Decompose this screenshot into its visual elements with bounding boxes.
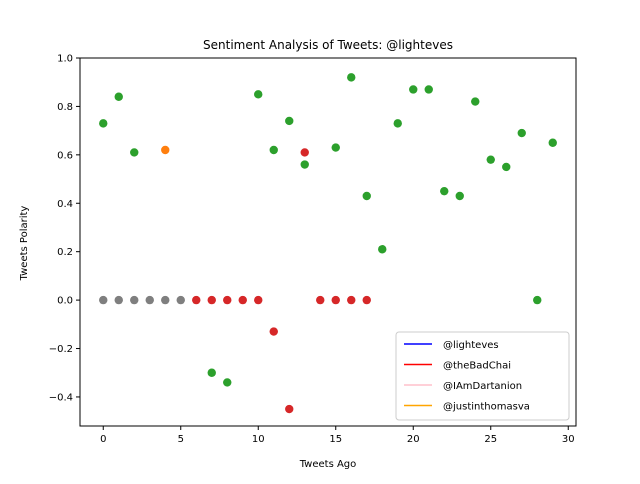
data-point <box>254 90 263 99</box>
data-point <box>99 295 108 305</box>
plot-area <box>99 73 557 414</box>
data-point <box>440 186 449 196</box>
data-point <box>300 148 309 157</box>
plot-frame <box>79 57 577 427</box>
data-point <box>192 295 201 305</box>
data-point <box>99 119 108 128</box>
series-3 <box>99 295 185 305</box>
data-point <box>285 404 294 414</box>
data-point <box>238 295 247 305</box>
y-tick-label: 0.2 <box>57 247 73 258</box>
data-point <box>300 160 309 169</box>
data-point <box>176 295 185 305</box>
data-point <box>409 85 418 94</box>
data-point <box>161 295 170 305</box>
chart-title: Sentiment Analysis of Tweets: @lighteves <box>203 38 453 52</box>
y-tick-label: 0.4 <box>57 199 73 210</box>
legend-label: @IAmDartanion <box>443 381 522 392</box>
y-tick-label: 1.0 <box>57 54 73 65</box>
x-tick-label: 10 <box>252 434 265 445</box>
data-point <box>347 295 356 305</box>
series-0 <box>99 73 557 387</box>
legend-label: @lighteves <box>443 340 499 351</box>
data-point <box>130 295 139 305</box>
y-tick-label: −0.4 <box>49 392 73 403</box>
x-tick-label: 15 <box>329 434 342 445</box>
data-point <box>502 162 511 172</box>
data-point <box>114 295 123 305</box>
y-tick-label: 0.6 <box>57 150 73 161</box>
data-point <box>347 73 356 82</box>
data-point <box>378 245 387 254</box>
data-point <box>393 119 402 128</box>
x-tick-label: 5 <box>178 434 184 445</box>
legend-label: @justinthomasva <box>443 402 530 413</box>
data-point <box>486 155 495 164</box>
y-tick-label: 0.0 <box>57 296 73 307</box>
legend-box <box>395 331 570 421</box>
data-point <box>331 295 340 305</box>
data-point <box>207 295 216 305</box>
data-point <box>424 85 433 94</box>
x-axis-label: Tweets Ago <box>299 459 357 470</box>
x-tick-label: 25 <box>484 434 497 445</box>
y-axis-label: Tweets Polarity <box>19 206 30 282</box>
y-tick-label: 0.8 <box>57 102 73 113</box>
data-point <box>362 191 371 201</box>
data-point <box>517 128 526 138</box>
data-point <box>130 148 139 157</box>
data-point <box>223 378 232 387</box>
data-point <box>455 191 464 201</box>
data-point <box>285 116 294 126</box>
data-point <box>145 295 154 305</box>
x-tick-label: 0 <box>100 434 106 445</box>
data-point <box>269 327 278 336</box>
data-point <box>331 143 340 152</box>
data-point <box>548 138 557 147</box>
legend-label: @theBadChai <box>443 361 511 372</box>
data-point <box>207 368 216 377</box>
data-point <box>316 295 325 305</box>
data-point <box>533 295 542 305</box>
data-point <box>362 295 371 305</box>
axes: 0 5 10 15 20 25 30 −0.4 −0.2 0.0 0.2 0.4 0.6 0.8 1.0 <box>49 54 577 445</box>
data-point <box>471 97 480 106</box>
x-tick-label: 30 <box>562 434 575 445</box>
data-point <box>223 295 232 305</box>
x-tick-label: 20 <box>407 434 420 445</box>
data-point <box>269 145 278 155</box>
series-1 <box>161 145 170 155</box>
data-point <box>161 145 170 155</box>
data-point <box>254 295 263 305</box>
series-2 <box>192 148 371 414</box>
data-point <box>114 92 123 101</box>
legend: @lighteves @theBadChai @IAmDartanion @justi… <box>395 331 570 421</box>
y-tick-label: −0.2 <box>49 344 73 355</box>
